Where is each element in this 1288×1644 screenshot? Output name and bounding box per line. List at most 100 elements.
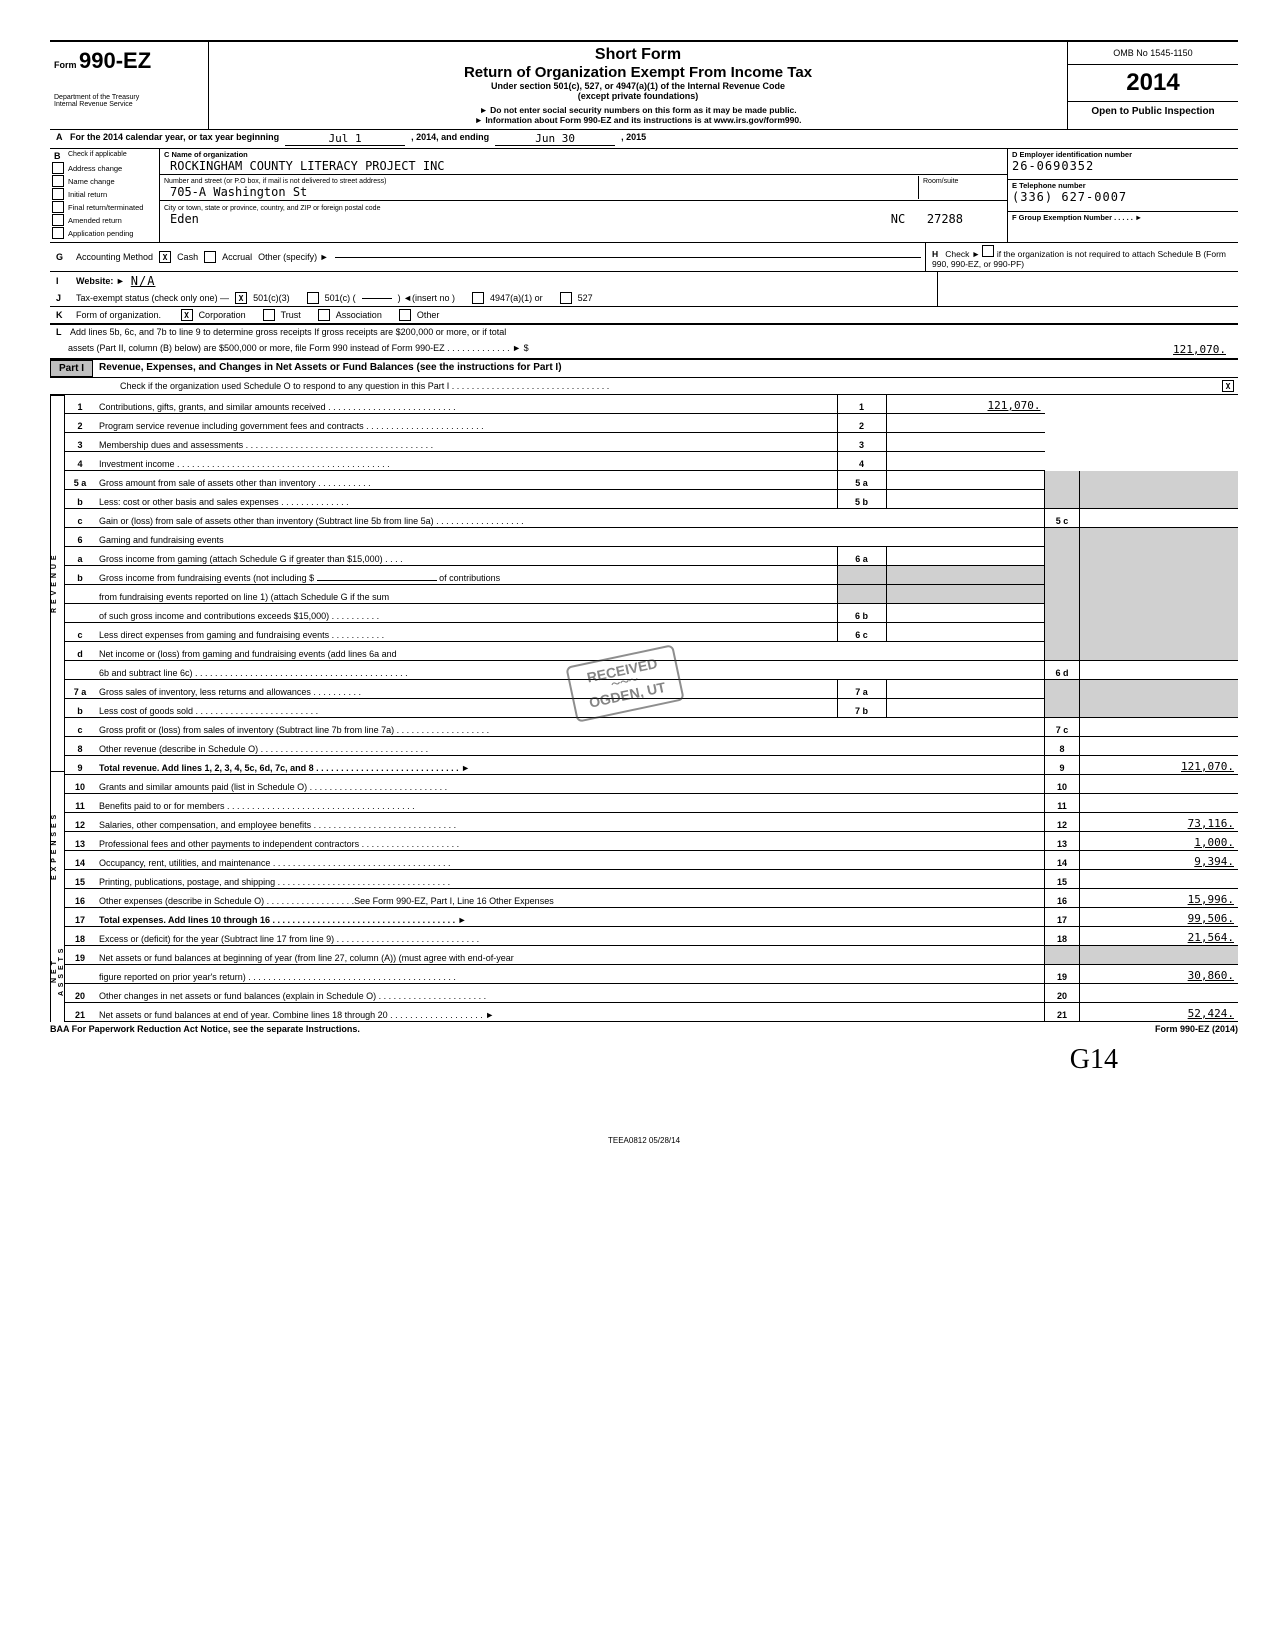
- subtitle1b: (except private foundations): [217, 91, 1059, 101]
- rv12: 73,116.: [1080, 813, 1239, 832]
- rb5shade: [1045, 471, 1080, 509]
- k-label: Form of organization.: [76, 310, 161, 320]
- lbl-527: 527: [578, 293, 593, 303]
- n6b: b: [65, 566, 95, 585]
- d-cell: D Employer identification number 26-0690…: [1008, 149, 1238, 180]
- n5b: b: [65, 490, 95, 509]
- chk-cash[interactable]: X: [159, 251, 171, 263]
- lbl-cash: Cash: [177, 252, 198, 262]
- rv5shade: [1080, 471, 1239, 509]
- chk-501c3[interactable]: X: [235, 292, 247, 304]
- c-label: C Name of organization ROCKINGHAM COUNTY…: [160, 149, 1007, 175]
- line-21: 21Net assets or fund balances at end of …: [65, 1003, 1238, 1022]
- chk-accrual[interactable]: [204, 251, 216, 263]
- line-a-prefix: For the 2014 calendar year, or tax year …: [70, 132, 279, 146]
- n1: 1: [65, 395, 95, 414]
- line-15: 15Printing, publications, postage, and s…: [65, 870, 1238, 889]
- chk-amended-return[interactable]: [52, 214, 64, 226]
- line-20: 20Other changes in net assets or fund ba…: [65, 984, 1238, 1003]
- d19b: figure reported on prior year's return) …: [95, 965, 1045, 984]
- dept1: Department of the Treasury: [54, 94, 204, 101]
- street: 705-A Washington St: [164, 185, 918, 199]
- rb2: 2: [837, 414, 886, 433]
- footer-left: BAA For Paperwork Reduction Act Notice, …: [50, 1024, 360, 1034]
- row-k: K Form of organization. XCorporation Tru…: [50, 307, 1238, 324]
- d6b4: of such gross income and contributions e…: [95, 604, 837, 623]
- d7a: Gross sales of inventory, less returns a…: [95, 680, 837, 699]
- d11: Benefits paid to or for members . . . . …: [95, 794, 1045, 813]
- d19a: Net assets or fund balances at beginning…: [95, 946, 1045, 965]
- phone: (336) 627-0007: [1012, 190, 1234, 204]
- footer: BAA For Paperwork Reduction Act Notice, …: [50, 1022, 1238, 1034]
- d10: Grants and similar amounts paid (list in…: [95, 775, 1045, 794]
- header-right: OMB No 1545-1150 2014 Open to Public Ins…: [1067, 42, 1238, 129]
- f-cell: F Group Exemption Number . . . . . ►: [1008, 212, 1238, 242]
- line-3: 3Membership dues and assessments . . . .…: [65, 433, 1238, 452]
- chk-schedule-o[interactable]: X: [1222, 380, 1234, 392]
- mb7b: 7 b: [837, 699, 886, 718]
- chk-assoc[interactable]: [318, 309, 330, 321]
- chk-h[interactable]: [982, 245, 994, 257]
- chk-4947[interactable]: [472, 292, 484, 304]
- n11: 11: [65, 794, 95, 813]
- rb19shade: [1045, 946, 1080, 965]
- chk-name-change[interactable]: [52, 175, 64, 187]
- rb5c: 5 c: [1045, 509, 1080, 528]
- street-row: Number and street (or P.O box, if mail i…: [160, 175, 1007, 201]
- form-number: 990-EZ: [79, 48, 151, 73]
- n3: 3: [65, 433, 95, 452]
- side-revenue: R E V E N U E: [50, 395, 65, 771]
- l-text2: assets (Part II, column (B) below) are $…: [68, 343, 529, 356]
- tax-year: 2014: [1068, 65, 1238, 101]
- rv10: [1080, 775, 1239, 794]
- e-label: E Telephone number: [1012, 181, 1086, 190]
- rb10: 10: [1045, 775, 1080, 794]
- part1-check-row: Check if the organization used Schedule …: [50, 378, 1238, 395]
- mb6b-s1: [837, 566, 886, 585]
- line-1: 1Contributions, gifts, grants, and simil…: [65, 395, 1238, 414]
- n6a: a: [65, 547, 95, 566]
- mb6b-s2: [837, 585, 886, 604]
- chk-corp[interactable]: X: [181, 309, 193, 321]
- d18: Excess or (deficit) for the year (Subtra…: [95, 927, 1045, 946]
- row-l: L Add lines 5b, 6c, and 7b to line 9 to …: [50, 324, 1238, 359]
- d6b1: Gross income from fundraising events (no…: [99, 573, 314, 583]
- chk-initial-return[interactable]: [52, 188, 64, 200]
- ssn-warning: ► Do not enter social security numbers o…: [217, 105, 1059, 115]
- state: NC: [891, 212, 905, 226]
- rb12: 12: [1045, 813, 1080, 832]
- letter-j: J: [54, 293, 70, 303]
- zip: 27288: [927, 212, 963, 226]
- end-date[interactable]: Jun 30: [495, 132, 615, 146]
- chk-trust[interactable]: [263, 309, 275, 321]
- line-12: 12Salaries, other compensation, and empl…: [65, 813, 1238, 832]
- form-page: Form 990-EZ Department of the Treasury I…: [50, 40, 1238, 1145]
- line-19-2: figure reported on prior year's return) …: [65, 965, 1238, 984]
- letter-h: H: [932, 249, 938, 259]
- j-label: Tax-exempt status (check only one) —: [76, 293, 229, 303]
- line-2: 2Program service revenue including gover…: [65, 414, 1238, 433]
- n2: 2: [65, 414, 95, 433]
- f-label: F Group Exemption Number . . . . . ►: [1012, 213, 1142, 222]
- lbl-initial-return: Initial return: [68, 190, 107, 199]
- chk-527[interactable]: [560, 292, 572, 304]
- n6c: c: [65, 623, 95, 642]
- rv7c: [1080, 718, 1239, 737]
- rv19: 30,860.: [1080, 965, 1239, 984]
- form-prefix: Form: [54, 60, 77, 70]
- chk-501c[interactable]: [307, 292, 319, 304]
- chk-application-pending[interactable]: [52, 227, 64, 239]
- street-label: Number and street (or P.O box, if mail i…: [164, 178, 386, 185]
- rv16: 15,996.: [1080, 889, 1239, 908]
- d12: Salaries, other compensation, and employ…: [95, 813, 1045, 832]
- n18: 18: [65, 927, 95, 946]
- d4: Investment income . . . . . . . . . . . …: [95, 452, 837, 471]
- line-13: 13Professional fees and other payments t…: [65, 832, 1238, 851]
- chk-final-return[interactable]: [52, 201, 64, 213]
- col-c-name: C Name of organization ROCKINGHAM COUNTY…: [160, 149, 1007, 242]
- lbl-amended-return: Amended return: [68, 216, 122, 225]
- d2: Program service revenue including govern…: [95, 414, 837, 433]
- chk-address-change[interactable]: [52, 162, 64, 174]
- chk-other-org[interactable]: [399, 309, 411, 321]
- begin-date[interactable]: Jul 1: [285, 132, 405, 146]
